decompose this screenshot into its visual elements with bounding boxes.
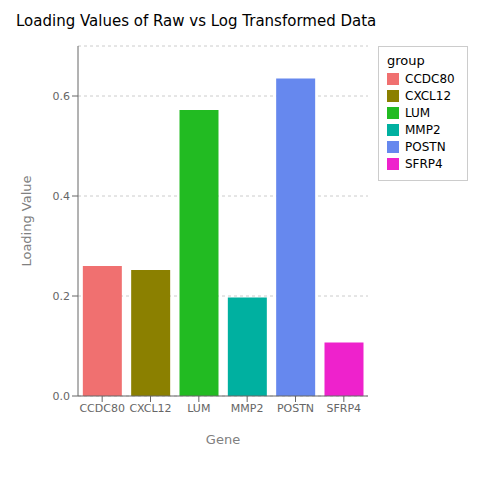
svg-text:LUM: LUM xyxy=(187,402,210,415)
html-text:MMP2: MMP2 xyxy=(405,123,441,137)
html-text:CCDC80: CCDC80 xyxy=(405,72,455,86)
svg-text:0.0: 0.0 xyxy=(53,390,71,403)
html-text:LUM: LUM xyxy=(405,106,431,120)
svg-text:Loading Value: Loading Value xyxy=(19,175,34,266)
svg-text:POSTN: POSTN xyxy=(277,402,314,415)
html-text:CXCL12: CXCL12 xyxy=(405,89,452,103)
svg-text:Gene: Gene xyxy=(206,432,240,447)
svg-text:0.6: 0.6 xyxy=(53,90,71,103)
svg-text:SFRP4: SFRP4 xyxy=(327,402,362,415)
svg-text:0.4: 0.4 xyxy=(53,190,71,203)
html-text:SFRP4: SFRP4 xyxy=(405,157,443,171)
svg-text:CXCL12: CXCL12 xyxy=(129,402,171,415)
html-text:POSTN: POSTN xyxy=(405,140,446,154)
html-text:Loading Values of Raw vs Log T: Loading Values of Raw vs Log Transformed… xyxy=(16,12,377,30)
svg-text:MMP2: MMP2 xyxy=(231,402,264,415)
html-text:group: group xyxy=(387,53,425,68)
svg-text:0.2: 0.2 xyxy=(53,290,71,303)
svg-text:CCDC80: CCDC80 xyxy=(79,402,125,415)
